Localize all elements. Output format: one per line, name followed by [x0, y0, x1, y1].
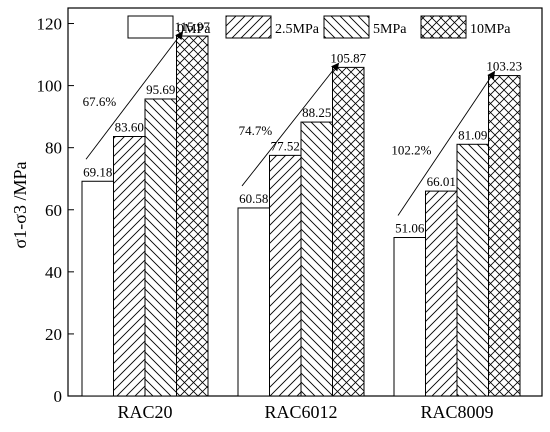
bar-RAC8009-0MPa [393, 237, 426, 397]
x-category-label: RAC8009 [420, 402, 493, 422]
bar-value-label: 60.58 [239, 191, 268, 206]
bar-RAC20-5MPa [144, 98, 177, 397]
increase-arrow [85, 31, 184, 160]
y-axis: 0 20 40 60 80 100 120 [37, 15, 74, 406]
bar-value-label: 69.18 [83, 164, 112, 179]
bar-value-label: 77.52 [271, 138, 300, 153]
increase-label: 102.2% [391, 143, 431, 158]
increase-arrow [397, 70, 496, 216]
bar-RAC20-0MPa [81, 180, 114, 397]
bar-value-label: 105.87 [330, 50, 366, 65]
legend: 0MPa 2.5MPa 5MPa 10MPa [127, 15, 511, 39]
bar-value-label: 88.25 [302, 105, 331, 120]
bar-RAC20-2.5MPa [113, 136, 146, 397]
legend-swatch [420, 15, 467, 39]
y-tick-label: 80 [45, 139, 62, 158]
x-category-label: RAC6012 [264, 402, 337, 422]
y-tick-label: 100 [37, 77, 63, 96]
bar-value-label: 66.01 [427, 174, 456, 189]
legend-swatch [323, 15, 370, 39]
bar-RAC8009-2.5MPa [425, 190, 458, 397]
legend-swatch [127, 15, 174, 39]
legend-swatch [225, 15, 272, 39]
bar-RAC6012-10MPa [332, 66, 365, 397]
y-tick-label: 20 [45, 325, 62, 344]
x-axis: RAC20 RAC6012 RAC8009 [117, 402, 493, 422]
x-category-label: RAC20 [117, 402, 172, 422]
bar-RAC6012-5MPa [300, 121, 333, 397]
increase-label: 67.6% [83, 94, 117, 109]
bar-RAC8009-10MPa [488, 75, 521, 397]
bar-RAC20-10MPa [176, 35, 209, 397]
y-axis-title: σ1-σ3 /MPa [10, 162, 30, 249]
y-tick-label: 120 [37, 15, 63, 34]
legend-label: 2.5MPa [275, 22, 320, 37]
increase-label: 74.7% [239, 123, 273, 138]
bar-value-label: 103.23 [486, 59, 522, 74]
legend-label: 5MPa [373, 22, 407, 37]
bars-group: 69.18 83.60 95.69 115.97 60.58 77.52 88.25 105.… [81, 19, 522, 397]
legend-label: 10MPa [470, 22, 511, 37]
bar-value-label: 115.97 [175, 19, 211, 34]
increase-arrow [241, 62, 340, 187]
bar-value-label: 81.09 [458, 127, 487, 142]
legend-label: 0MPa [177, 22, 211, 37]
bar-value-label: 95.69 [146, 82, 175, 97]
y-tick-label: 40 [45, 263, 62, 282]
bar-RAC6012-0MPa [237, 207, 270, 397]
bar-value-label: 83.60 [115, 120, 144, 135]
y-tick-label: 0 [54, 387, 63, 406]
y-tick-label: 60 [45, 201, 62, 220]
bar-value-label: 51.06 [395, 221, 425, 236]
increase-arrows: 67.6% 74.7% 102.2% [83, 31, 496, 216]
bar-RAC8009-5MPa [456, 143, 489, 397]
bar-RAC6012-2.5MPa [269, 154, 302, 397]
